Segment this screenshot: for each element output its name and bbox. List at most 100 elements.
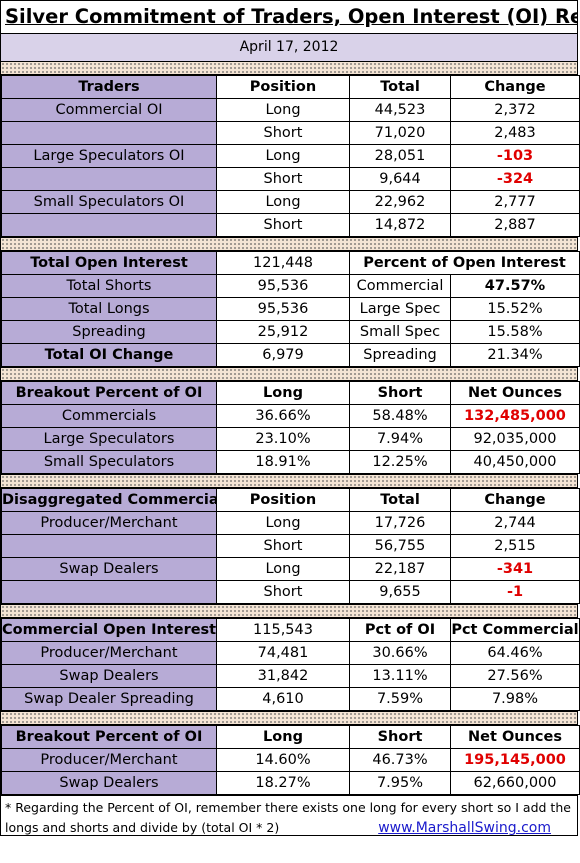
row-label xyxy=(1,121,217,145)
header-cell: Total xyxy=(349,488,451,512)
header-cell: Pct of OI xyxy=(349,618,451,642)
table-row: Producer/Merchant 14.60% 46.73% 195,145,… xyxy=(1,748,580,772)
row-label: Swap Dealers xyxy=(1,557,217,581)
table-row: Swap Dealers Long 22,187 -341 xyxy=(1,557,580,581)
position-cell: Long xyxy=(216,557,350,581)
row-label: Swap Dealers xyxy=(1,771,217,795)
net-ounces-cell: 40,450,000 xyxy=(450,450,580,474)
report-date: April 17, 2012 xyxy=(1,33,577,61)
row-label: Swap Dealers xyxy=(1,664,217,688)
traders-table: Traders Position Total Change Commercial… xyxy=(1,75,580,237)
change-cell: 2,887 xyxy=(450,213,580,237)
table-header-row: Disaggregated Commercials Position Total… xyxy=(1,488,580,512)
footnote-text: * Regarding the Percent of OI, remember … xyxy=(5,800,571,835)
long-cell: 18.91% xyxy=(216,450,350,474)
pct-value: 15.52% xyxy=(449,297,580,321)
header-cell: Position xyxy=(216,488,350,512)
table-row: Total Longs 95,536 Large Spec 15.52% xyxy=(1,297,580,321)
net-ounces-cell: 62,660,000 xyxy=(450,771,580,795)
divider xyxy=(1,367,577,381)
total-cell: 14,872 xyxy=(349,213,451,237)
table-row: Commercials 36.66% 58.48% 132,485,000 xyxy=(1,404,580,428)
value-cell: 25,912 xyxy=(216,320,350,344)
row-label: Commercials xyxy=(1,404,217,428)
value-cell: 121,448 xyxy=(216,251,350,275)
header-cell: Change xyxy=(450,75,580,99)
table-row: Spreading 25,912 Small Spec 15.58% xyxy=(1,320,580,344)
position-cell: Long xyxy=(216,144,350,168)
footer-note: * Regarding the Percent of OI, remember … xyxy=(1,795,577,836)
position-cell: Short xyxy=(216,213,350,237)
short-cell: 7.94% xyxy=(349,427,451,451)
website-link[interactable]: www.MarshallSwing.com xyxy=(378,820,551,836)
change-cell: -341 xyxy=(450,557,580,581)
long-cell: 36.66% xyxy=(216,404,350,428)
change-cell: 2,372 xyxy=(450,98,580,122)
short-cell: 7.95% xyxy=(349,771,451,795)
position-cell: Long xyxy=(216,190,350,214)
table-row: Total Shorts 95,536 Commercial 47.57% xyxy=(1,274,580,298)
pct-label: Large Spec xyxy=(349,297,451,321)
table-header-row: Breakout Percent of OI Long Short Net Ou… xyxy=(1,725,580,749)
total-cell: 17,726 xyxy=(349,511,451,535)
position-cell: Short xyxy=(216,580,350,604)
pct-value: 21.34% xyxy=(449,343,580,367)
change-cell: 2,515 xyxy=(450,534,580,558)
breakout-commercials-table: Breakout Percent of OI Long Short Net Ou… xyxy=(1,725,580,795)
table-row: Short 9,655 -1 xyxy=(1,580,580,604)
table-row: Short 14,872 2,887 xyxy=(1,213,580,237)
table-header-row: Traders Position Total Change xyxy=(1,75,580,99)
header-cell: Short xyxy=(349,725,451,749)
table-row: Total OI Change 6,979 Spreading 21.34% xyxy=(1,343,580,367)
total-cell: 71,020 xyxy=(349,121,451,145)
breakout-percent-table: Breakout Percent of OI Long Short Net Ou… xyxy=(1,381,580,474)
table-row: Swap Dealers 18.27% 7.95% 62,660,000 xyxy=(1,771,580,795)
pct-label: Commercial xyxy=(349,274,451,298)
value-cell: 6,979 xyxy=(216,343,350,367)
value-cell: 31,842 xyxy=(216,664,350,688)
table-row: Short 56,755 2,515 xyxy=(1,534,580,558)
total-cell: 56,755 xyxy=(349,534,451,558)
table-row: Producer/Merchant 74,481 30.66% 64.46% xyxy=(1,641,580,665)
table-row: Large Speculators 23.10% 7.94% 92,035,00… xyxy=(1,427,580,451)
row-label xyxy=(1,213,217,237)
net-ounces-cell: 92,035,000 xyxy=(450,427,580,451)
short-cell: 58.48% xyxy=(349,404,451,428)
table-row: Large Speculators OI Long 28,051 -103 xyxy=(1,144,580,168)
pct-value: 47.57% xyxy=(449,274,580,298)
divider xyxy=(1,61,577,75)
row-label xyxy=(1,167,217,191)
row-label xyxy=(1,580,217,604)
row-label xyxy=(1,534,217,558)
table-row: Short 9,644 -324 xyxy=(1,167,580,191)
header-cell: Pct Commercial xyxy=(450,618,580,642)
position-cell: Long xyxy=(216,98,350,122)
cot-report: Silver Commitment of Traders, Open Inter… xyxy=(0,0,580,836)
long-cell: 18.27% xyxy=(216,771,350,795)
table-row: Swap Dealers 31,842 13.11% 27.56% xyxy=(1,664,580,688)
header-cell: Breakout Percent of OI xyxy=(1,725,217,749)
table-row: Total Open Interest 121,448 Percent of O… xyxy=(1,251,580,275)
net-ounces-cell: 132,485,000 xyxy=(450,404,580,428)
pct-label: Small Spec xyxy=(349,320,451,344)
open-interest-table: Total Open Interest 121,448 Percent of O… xyxy=(1,251,580,367)
divider xyxy=(1,237,577,251)
change-cell: 2,777 xyxy=(450,190,580,214)
table-row: Producer/Merchant Long 17,726 2,744 xyxy=(1,511,580,535)
total-cell: 9,655 xyxy=(349,580,451,604)
disaggregated-table: Disaggregated Commercials Position Total… xyxy=(1,488,580,604)
pct-oi-cell: 7.59% xyxy=(349,687,451,711)
row-label: Swap Dealer Spreading xyxy=(1,687,217,711)
row-label: Total Open Interest xyxy=(1,251,217,275)
total-cell: 28,051 xyxy=(349,144,451,168)
table-row: Short 71,020 2,483 xyxy=(1,121,580,145)
short-cell: 12.25% xyxy=(349,450,451,474)
row-label: Total OI Change xyxy=(1,343,217,367)
header-cell: Traders xyxy=(1,75,217,99)
total-cell: 22,187 xyxy=(349,557,451,581)
page-title: Silver Commitment of Traders, Open Inter… xyxy=(1,1,577,33)
row-label: Producer/Merchant xyxy=(1,641,217,665)
table-header-row: Breakout Percent of OI Long Short Net Ou… xyxy=(1,381,580,405)
header-cell: Disaggregated Commercials xyxy=(1,488,217,512)
header-cell: Total xyxy=(349,75,451,99)
